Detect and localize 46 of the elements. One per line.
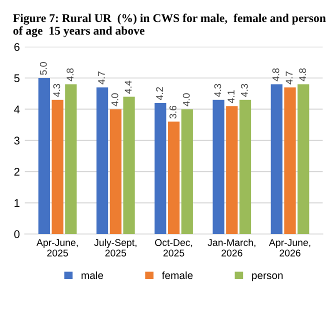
data-label: 4.8: [66, 68, 74, 82]
bar: [181, 109, 193, 234]
bar: [298, 84, 310, 234]
data-label: 4.1: [228, 90, 234, 104]
bar: [96, 87, 108, 234]
data-label: 4.7: [286, 72, 293, 84]
data-label: 4.3: [214, 84, 222, 97]
data-label: 4.3: [240, 84, 248, 97]
legend-label: male: [82, 271, 104, 280]
bar: [123, 96, 135, 234]
y-tick-label: 3: [14, 136, 20, 145]
x-tick-label: Oct-Dec, 2025: [155, 239, 192, 256]
x-tick-label: Apr-June, 2025: [36, 239, 78, 256]
bar: [38, 78, 50, 234]
data-label: 4.8: [272, 68, 280, 82]
x-tick-label: Apr-June, 2026: [268, 239, 310, 256]
data-label: 4.2: [156, 87, 163, 100]
y-tick-label: 4: [14, 106, 20, 114]
y-tick-label: 0: [14, 230, 20, 238]
data-label: 4.0: [111, 93, 118, 106]
chart-title: Figure 7: Rural UR (%) in CWS for male, female and person of age 15 years and above: [13, 14, 326, 38]
bar: [212, 100, 224, 234]
data-label: 3.6: [170, 106, 176, 119]
y-tick-label: 2: [14, 168, 20, 176]
bar: [270, 84, 282, 234]
legend-label: female: [162, 271, 193, 280]
data-label: 4.3: [53, 84, 60, 97]
bar: [168, 122, 180, 234]
bar: [154, 102, 166, 234]
y-tick-label: 1: [14, 199, 20, 207]
data-label: 5.0: [40, 62, 47, 75]
bar: [110, 109, 122, 234]
data-label: 4.4: [124, 80, 132, 94]
data-label: 4.0: [182, 93, 190, 106]
x-tick-label: July-Sept, 2025: [94, 238, 136, 256]
bar: [284, 87, 296, 234]
y-tick-label: 5: [14, 74, 20, 82]
bar: [65, 84, 77, 234]
legend-label: person: [252, 273, 283, 282]
data-label: 4.7: [98, 72, 105, 84]
bar: [226, 106, 238, 234]
x-tick-label: Jan-March, 2026: [208, 238, 256, 256]
y-tick-label: 6: [14, 43, 20, 51]
bar: [239, 100, 252, 234]
data-label: 4.8: [299, 68, 306, 82]
bar: [52, 100, 64, 234]
